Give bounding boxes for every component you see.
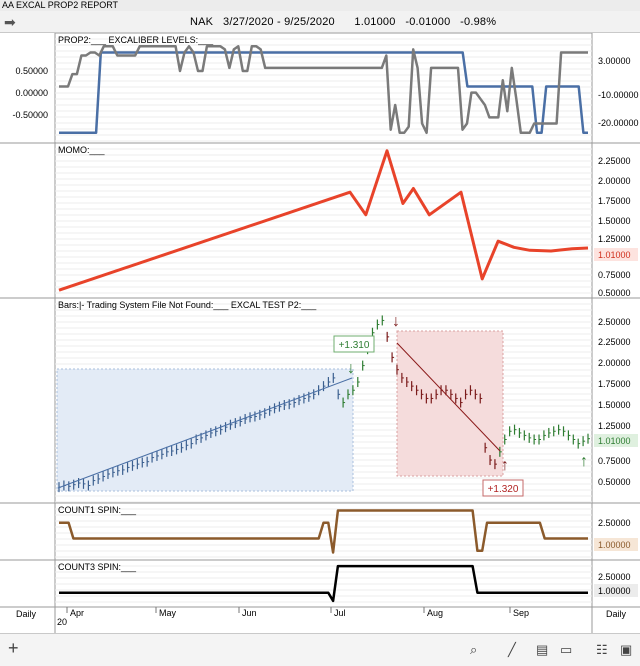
momo-tick: 1.25000 — [598, 234, 631, 244]
line-chart-icon[interactable]: ╱ — [508, 642, 516, 657]
prop2-right-tick: -20.00000 — [598, 118, 639, 128]
last-price: 1.01000 — [354, 16, 396, 28]
prop2-line — [59, 45, 588, 135]
bars-tick: 1.25000 — [598, 421, 631, 431]
symbol: NAK — [190, 16, 214, 28]
momo-line — [58, 149, 589, 292]
bars-tick: 0.50000 — [598, 477, 631, 487]
short-zone — [396, 330, 504, 477]
short-profit-label: +1.320 — [488, 484, 519, 495]
long-trendline — [57, 377, 353, 489]
bars-tick: 1.50000 — [598, 400, 631, 410]
long-profit-badge — [333, 335, 375, 353]
count1-last-value: 1.00000 — [598, 540, 631, 550]
interval-right: Daily — [606, 609, 627, 619]
year-label: 20 — [57, 617, 67, 627]
percent-change: -0.98% — [460, 16, 497, 28]
short-trendline — [396, 342, 501, 452]
search-icon[interactable]: ⌕ — [470, 642, 478, 657]
count3-last-value: 1.00000 — [598, 586, 631, 596]
bottom-bar: + ⌕ ╱ ▤ ▭ ☷ ▣ — [0, 633, 640, 666]
bars-tick: 2.50000 — [598, 317, 631, 327]
buy-signal-arrow: ↓ — [347, 360, 355, 377]
bars-last-badge — [594, 434, 638, 447]
prop2-right-tick: -10.00000 — [598, 90, 639, 100]
bars-tick: 2.25000 — [598, 337, 631, 347]
count1-line — [59, 509, 588, 554]
momo-tick: 2.25000 — [598, 156, 631, 166]
momo-tick: 1.75000 — [598, 196, 631, 206]
bars-tick: 1.75000 — [598, 379, 631, 389]
chart-area[interactable]: PROP2:___ EXCALIBER LEVELS:___ 0.50000 0.0… — [0, 33, 640, 633]
bars-title: Bars:|- Trading System File Not Found:__… — [58, 300, 317, 310]
bars-last-value: 1.01000 — [598, 436, 631, 446]
book-icon[interactable]: ☷ — [596, 642, 608, 657]
count1-tick: 2.50000 — [598, 518, 631, 528]
layout-icon[interactable]: ▤ — [536, 642, 549, 657]
momo-last-badge — [594, 248, 638, 261]
month-label: May — [159, 608, 177, 618]
prop2-left-tick: -0.50000 — [12, 110, 48, 120]
momo-title: MOMO:___ — [58, 145, 106, 155]
count3-title: COUNT3 SPIN:___ — [58, 562, 137, 572]
short-profit-badge — [482, 479, 524, 497]
month-label: Apr — [70, 608, 84, 618]
price-change: -0.01000 — [405, 16, 451, 28]
buy-signal-arrow: ↑ — [580, 453, 588, 470]
prop2-panel-frame — [54, 33, 593, 144]
count1-title: COUNT1 SPIN:___ — [58, 505, 137, 515]
excaliber-levels-line — [59, 51, 588, 135]
count3-tick: 2.50000 — [598, 572, 631, 582]
month-label: Aug — [427, 608, 443, 618]
momo-tick: 2.00000 — [598, 176, 631, 186]
month-label: Sep — [513, 608, 529, 618]
interval-left: Daily — [16, 609, 37, 619]
momo-tick: 1.50000 — [598, 216, 631, 226]
header-toolbar: ➡ NAK 3/27/2020 - 9/25/2020 1.01000 -0.0… — [0, 11, 640, 33]
bars-tick: 0.75000 — [598, 456, 631, 466]
forward-arrow-icon[interactable]: ➡ — [4, 14, 16, 30]
bars-tick: 2.00000 — [598, 358, 631, 368]
count3-line — [59, 564, 588, 603]
window-icon[interactable]: ▣ — [620, 642, 633, 657]
prop2-title: PROP2:___ EXCALIBER LEVELS:___ — [58, 35, 214, 45]
month-label: Jun — [242, 608, 257, 618]
add-icon[interactable]: + — [8, 638, 19, 658]
momo-tick: 0.75000 — [598, 270, 631, 280]
header-quote: NAK 3/27/2020 - 9/25/2020 1.01000 -0.010… — [190, 16, 496, 28]
count3-last-badge — [594, 584, 638, 597]
long-profit-label: +1.310 — [339, 340, 370, 351]
date-range: 3/27/2020 - 9/25/2020 — [223, 16, 335, 28]
cover-signal-arrow: ↑ — [501, 457, 509, 474]
sell-signal-arrow: ↓ — [392, 313, 400, 330]
prop2-left-tick: 0.00000 — [15, 88, 48, 98]
count1-last-badge — [594, 538, 638, 551]
momo-tick: 0.50000 — [598, 288, 631, 298]
momo-last-value: 1.01000 — [598, 250, 631, 260]
long-zone — [56, 368, 354, 492]
month-label: Jul — [334, 608, 346, 618]
prop2-left-tick: 0.50000 — [15, 66, 48, 76]
prop2-right-tick: 3.00000 — [598, 56, 631, 66]
panel-icon[interactable]: ▭ — [560, 642, 573, 657]
window-title: AA EXCAL PROP2 REPORT — [0, 0, 640, 11]
